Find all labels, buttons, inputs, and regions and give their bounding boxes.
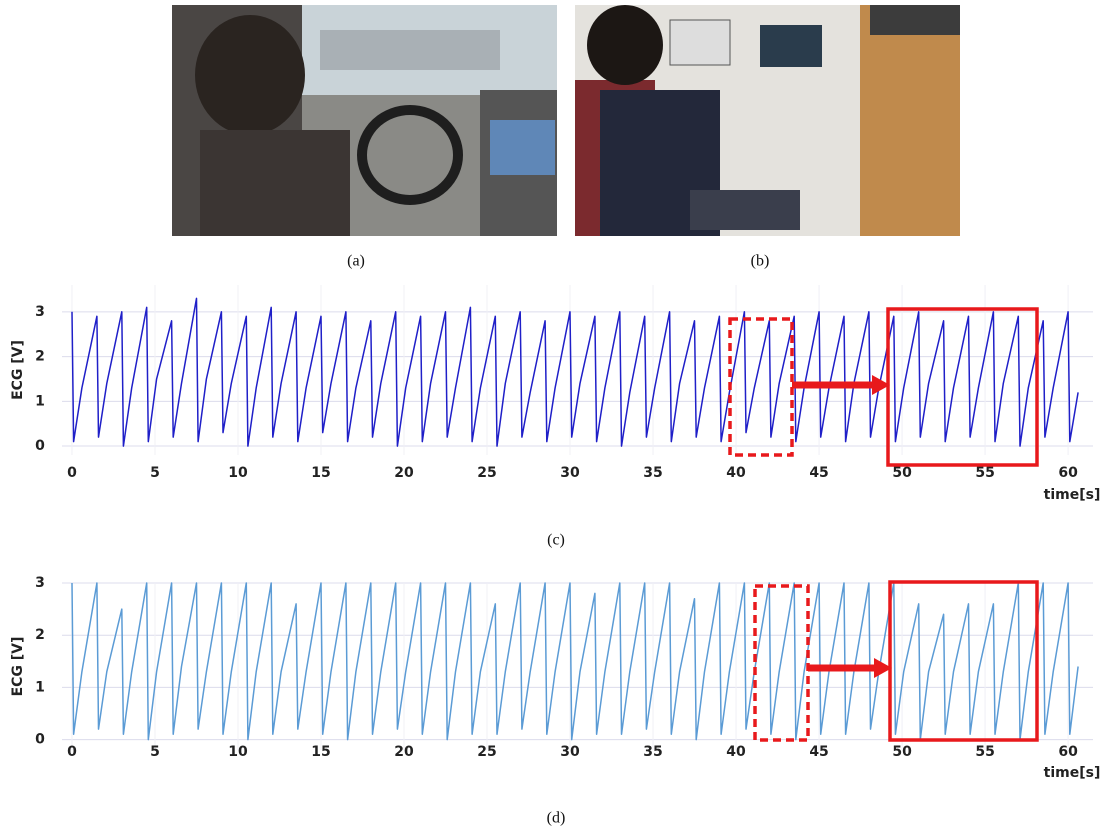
x-tick-label: 10 xyxy=(228,465,248,481)
x-tick-label: 45 xyxy=(809,465,828,481)
x-tick-label: 0 xyxy=(67,744,77,760)
caption: (d) xyxy=(547,810,566,827)
x-tick-label: 25 xyxy=(477,744,496,760)
caption: (c) xyxy=(547,532,565,549)
x-tick-label: 10 xyxy=(228,744,248,760)
x-tick-label: 55 xyxy=(975,465,994,481)
x-tick-label: 15 xyxy=(311,744,330,760)
x-tick-label: 50 xyxy=(892,465,912,481)
x-axis-label: time[s] xyxy=(1044,765,1101,781)
x-tick-label: 30 xyxy=(560,465,580,481)
x-tick-label: 5 xyxy=(150,744,160,760)
x-tick-label: 40 xyxy=(726,465,746,481)
figure-page: (a) (b) 0123051015202530354045505560ECG … xyxy=(0,0,1109,832)
y-tick-label: 0 xyxy=(35,438,45,454)
zoom-annotation xyxy=(730,309,1037,465)
y-tick-label: 1 xyxy=(35,679,45,695)
x-tick-label: 50 xyxy=(892,744,912,760)
x-tick-label: 35 xyxy=(643,465,662,481)
figure: (a) (b) 0123051015202530354045505560ECG … xyxy=(0,0,1109,832)
x-tick-label: 15 xyxy=(311,465,330,481)
ecg-line xyxy=(72,583,1078,740)
x-tick-label: 30 xyxy=(560,744,580,760)
y-axis-label: ECG [V] xyxy=(10,340,26,400)
y-tick-label: 1 xyxy=(35,393,45,409)
x-tick-label: 60 xyxy=(1058,465,1078,481)
caption: (b) xyxy=(751,253,770,270)
x-tick-label: 35 xyxy=(643,744,662,760)
x-tick-label: 5 xyxy=(150,465,160,481)
x-axis-label: time[s] xyxy=(1044,487,1101,503)
x-tick-label: 45 xyxy=(809,744,828,760)
caption: (a) xyxy=(347,253,365,270)
y-tick-label: 0 xyxy=(35,732,45,748)
ecg-line xyxy=(72,298,1078,446)
photo-driver xyxy=(172,5,557,236)
y-tick-label: 2 xyxy=(35,627,45,643)
x-tick-label: 40 xyxy=(726,744,746,760)
y-tick-label: 3 xyxy=(35,575,45,591)
x-tick-label: 25 xyxy=(477,465,496,481)
x-tick-label: 55 xyxy=(975,744,994,760)
x-tick-label: 20 xyxy=(394,744,414,760)
x-tick-label: 0 xyxy=(67,465,77,481)
x-tick-label: 60 xyxy=(1058,744,1078,760)
x-tick-label: 20 xyxy=(394,465,414,481)
y-tick-label: 2 xyxy=(35,349,45,365)
photo-subject xyxy=(575,5,960,236)
y-axis-label: ECG [V] xyxy=(10,637,26,697)
y-tick-label: 3 xyxy=(35,304,45,320)
